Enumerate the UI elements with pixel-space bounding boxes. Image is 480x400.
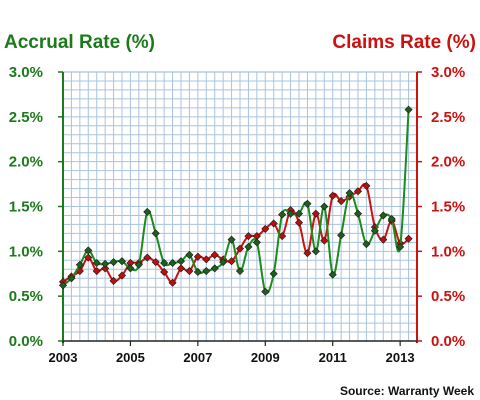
accrual-data-point: [311, 247, 320, 256]
accrual-data-point: [337, 231, 346, 240]
accrual-data-point: [252, 238, 261, 247]
accrual-data-point: [320, 202, 329, 211]
accrual-data-point: [379, 211, 388, 220]
accrual-data-point: [362, 240, 371, 249]
claims-data-point: [303, 249, 312, 258]
x-tick-label: 2003: [49, 350, 78, 365]
claims-data-point: [109, 276, 118, 285]
claims-data-point: [227, 257, 236, 266]
right-tick-label: 0.0%: [431, 333, 465, 350]
accrual-data-point: [345, 189, 354, 198]
claims-data-point: [143, 253, 152, 262]
axes: [58, 71, 422, 346]
accrual-data-point: [227, 235, 236, 244]
right-tick-label: 3.0%: [431, 64, 465, 81]
accrual-data-point: [294, 209, 304, 218]
left-tick-label: 0.5%: [9, 288, 43, 305]
accrual-data-point: [101, 259, 110, 268]
accrual-data-point: [235, 267, 245, 276]
claims-data-point: [328, 191, 337, 200]
accrual-data-point: [176, 257, 186, 266]
claims-data-point: [261, 224, 270, 233]
accrual-data-point: [126, 264, 135, 273]
accrual-data-point: [67, 274, 76, 283]
accrual-data-point: [143, 207, 152, 216]
tick-labels: 0.0% 0.5% 1.0% 1.5% 2.0% 2.5% 3.0% 0.0% 0.5% 1.0%…: [9, 64, 465, 365]
x-tick-label: 2013: [386, 350, 415, 365]
accrual-data-point: [84, 246, 93, 255]
accrual-data-point: [244, 242, 253, 251]
accrual-data-point: [303, 199, 312, 208]
accrual-data-point: [387, 215, 396, 224]
accrual-data-point: [219, 258, 228, 267]
accrual-data-point: [353, 209, 363, 218]
claims-data-point: [269, 219, 278, 228]
series-layer: [58, 105, 413, 296]
claims-data-point: [210, 250, 219, 259]
right-tick-label: 1.5%: [431, 199, 465, 216]
accrual-data-point: [185, 250, 194, 259]
accrual-data-point: [210, 264, 219, 273]
claims-data-point: [320, 236, 329, 245]
left-axis-title: Accrual Rate (%): [4, 32, 155, 53]
claims-data-point: [353, 187, 363, 196]
right-tick-label: 2.5%: [431, 109, 465, 126]
claims-data-point: [117, 271, 127, 280]
accrual-data-point: [160, 258, 169, 268]
accrual-data-point: [75, 260, 84, 269]
claims-data-point: [101, 264, 110, 273]
grid: [62, 71, 418, 342]
x-tick-label: 2005: [116, 350, 145, 365]
source-note: Source: Warranty Week: [340, 384, 474, 398]
accrual-data-point: [109, 258, 118, 267]
claims-data-point: [160, 267, 169, 276]
x-tick-label: 2011: [319, 350, 347, 365]
x-tick-label: 2009: [251, 350, 280, 365]
claims-data-point: [168, 278, 177, 287]
accrual-data-point: [396, 242, 405, 251]
left-tick-label: 3.0%: [9, 64, 43, 81]
accrual-data-point: [261, 287, 270, 296]
accrual-data-point: [117, 257, 127, 266]
claims-data-point: [151, 258, 160, 267]
accrual-data-point: [278, 210, 287, 219]
claims-data-point: [92, 267, 101, 276]
left-tick-label: 1.0%: [9, 243, 43, 260]
left-tick-label: 2.0%: [9, 154, 43, 171]
claims-data-point: [193, 252, 202, 261]
accrual-data-point: [168, 258, 177, 268]
claims-data-point: [244, 232, 253, 241]
accrual-data-point: [286, 209, 295, 218]
accrual-data-point: [404, 105, 413, 114]
left-tick-label: 1.5%: [9, 199, 43, 216]
x-tick-label: 2007: [183, 350, 212, 365]
accrual-data-point: [193, 267, 202, 276]
claims-data-point: [176, 264, 186, 273]
claims-data-point: [235, 244, 245, 253]
claims-data-point: [404, 234, 413, 243]
claims-data-point: [185, 267, 194, 276]
claims-data-point: [294, 218, 304, 227]
accrual-data-point: [269, 269, 278, 278]
accrual-data-point: [151, 229, 160, 238]
accrual-data-point: [58, 281, 68, 290]
claims-data-point: [362, 181, 371, 190]
right-tick-label: 1.0%: [431, 243, 465, 260]
left-tick-label: 0.0%: [9, 333, 43, 350]
accrual-data-point: [92, 258, 101, 268]
accrual-data-point: [328, 270, 337, 279]
left-tick-label: 2.5%: [9, 109, 43, 126]
claims-data-point: [379, 235, 388, 244]
accrual-data-point: [134, 260, 143, 269]
right-tick-label: 2.0%: [431, 154, 465, 171]
claims-data-point: [311, 209, 320, 218]
claims-data-point: [84, 253, 93, 262]
right-axis-title: Claims Rate (%): [332, 32, 476, 53]
accrual-data-point: [202, 267, 211, 276]
claims-data-point: [202, 255, 211, 264]
claims-data-point: [337, 197, 346, 206]
right-tick-label: 0.5%: [431, 288, 465, 305]
accrual-data-point: [370, 226, 379, 235]
